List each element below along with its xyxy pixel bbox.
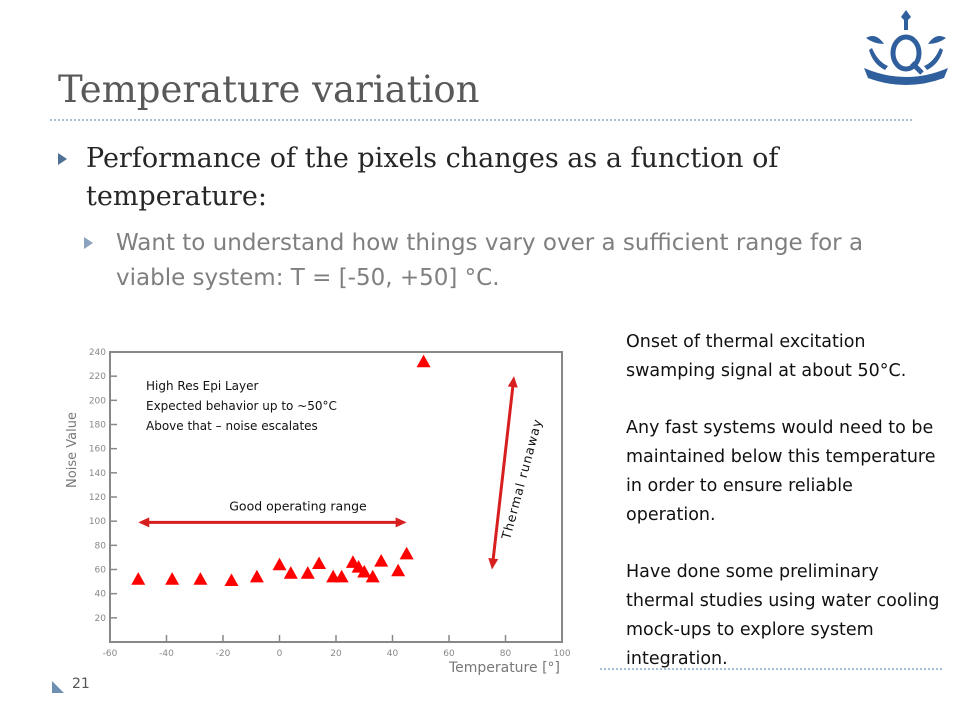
- legend-line-1: High Res Epi Layer: [146, 379, 259, 393]
- x-tick-label: 80: [500, 649, 512, 659]
- y-tick-label: 180: [89, 421, 106, 431]
- y-tick-label: 80: [95, 541, 107, 551]
- y-tick-label: 200: [89, 396, 106, 406]
- data-point-marker: [334, 569, 349, 583]
- data-point-marker: [399, 546, 414, 560]
- data-point-marker: [416, 354, 431, 368]
- y-tick-label: 240: [89, 348, 106, 358]
- crown-q-logo-icon: [864, 10, 948, 85]
- x-axis-label: Temperature [°]: [448, 660, 560, 676]
- arrow-head-icon: [507, 376, 518, 388]
- x-tick-label: 100: [553, 649, 570, 659]
- data-point-marker: [131, 572, 146, 585]
- side-note-3: Have done some preliminary thermal studi…: [626, 562, 940, 669]
- thermal-runaway-arrow: [491, 383, 515, 562]
- legend-line-2: Expected behavior up to ~50°C: [146, 399, 337, 413]
- arrow-head-icon: [138, 517, 150, 528]
- y-tick-label: 60: [95, 566, 107, 576]
- noise-vs-temperature-chart: Noise Value Temperature [°] -60 -40 -20 0 20…: [65, 348, 571, 676]
- data-point-marker: [391, 563, 406, 577]
- data-point-marker: [283, 566, 298, 579]
- legend-line-3: Above that – noise escalates: [146, 419, 318, 433]
- good-range-label: Good operating range: [229, 498, 367, 513]
- y-tick-label: 40: [95, 590, 107, 600]
- data-point-marker: [300, 566, 315, 579]
- x-tick-label: 60: [443, 649, 455, 659]
- bullet-level1-text: Performance of the pixels changes as a f…: [86, 143, 779, 212]
- data-point-marker: [357, 564, 372, 578]
- bullet-triangle-icon: [58, 153, 67, 165]
- bullet-level2-text: Want to understand how things vary over …: [116, 230, 864, 291]
- data-point-marker: [193, 572, 208, 585]
- data-point-marker: [249, 569, 264, 583]
- data-point-marker: [374, 554, 389, 567]
- plot-frame: [109, 351, 563, 643]
- y-tick-label: 120: [89, 493, 106, 503]
- x-tick-label: -20: [216, 649, 231, 659]
- bullet-level1: Performance of the pixels changes as a f…: [58, 140, 906, 216]
- bottom-divider: [600, 668, 942, 670]
- y-tick-label: 20: [95, 614, 107, 624]
- y-tick-label: 140: [89, 469, 106, 479]
- corner-triangle-icon: [52, 681, 64, 693]
- y-tick-label: 220: [89, 372, 106, 382]
- data-point-marker: [272, 557, 287, 571]
- data-point-marker: [224, 573, 239, 586]
- arrow-head-icon: [488, 558, 499, 570]
- bullet-level2: Want to understand how things vary over …: [84, 226, 936, 296]
- data-point-marker: [365, 569, 380, 583]
- data-point-marker: [312, 556, 327, 570]
- page-number: 21: [72, 676, 90, 692]
- y-tick-label: 100: [89, 517, 106, 527]
- arrow-head-icon: [395, 517, 407, 528]
- x-tick-label: -40: [159, 649, 174, 659]
- x-tick-label: -60: [103, 649, 118, 659]
- data-point-marker: [165, 572, 180, 585]
- slide-title: Temperature variation: [58, 68, 480, 111]
- title-divider: [50, 119, 912, 121]
- side-note-2: Any fast systems would need to be mainta…: [626, 418, 936, 525]
- x-tick-label: 20: [330, 649, 342, 659]
- y-axis-label: Noise Value: [65, 412, 80, 488]
- bullet-triangle-icon: [84, 237, 93, 249]
- y-tick-label: 160: [89, 445, 106, 455]
- side-note-1: Onset of thermal excitation swamping sig…: [626, 332, 907, 381]
- x-tick-label: 0: [277, 649, 283, 659]
- x-tick-label: 40: [387, 649, 399, 659]
